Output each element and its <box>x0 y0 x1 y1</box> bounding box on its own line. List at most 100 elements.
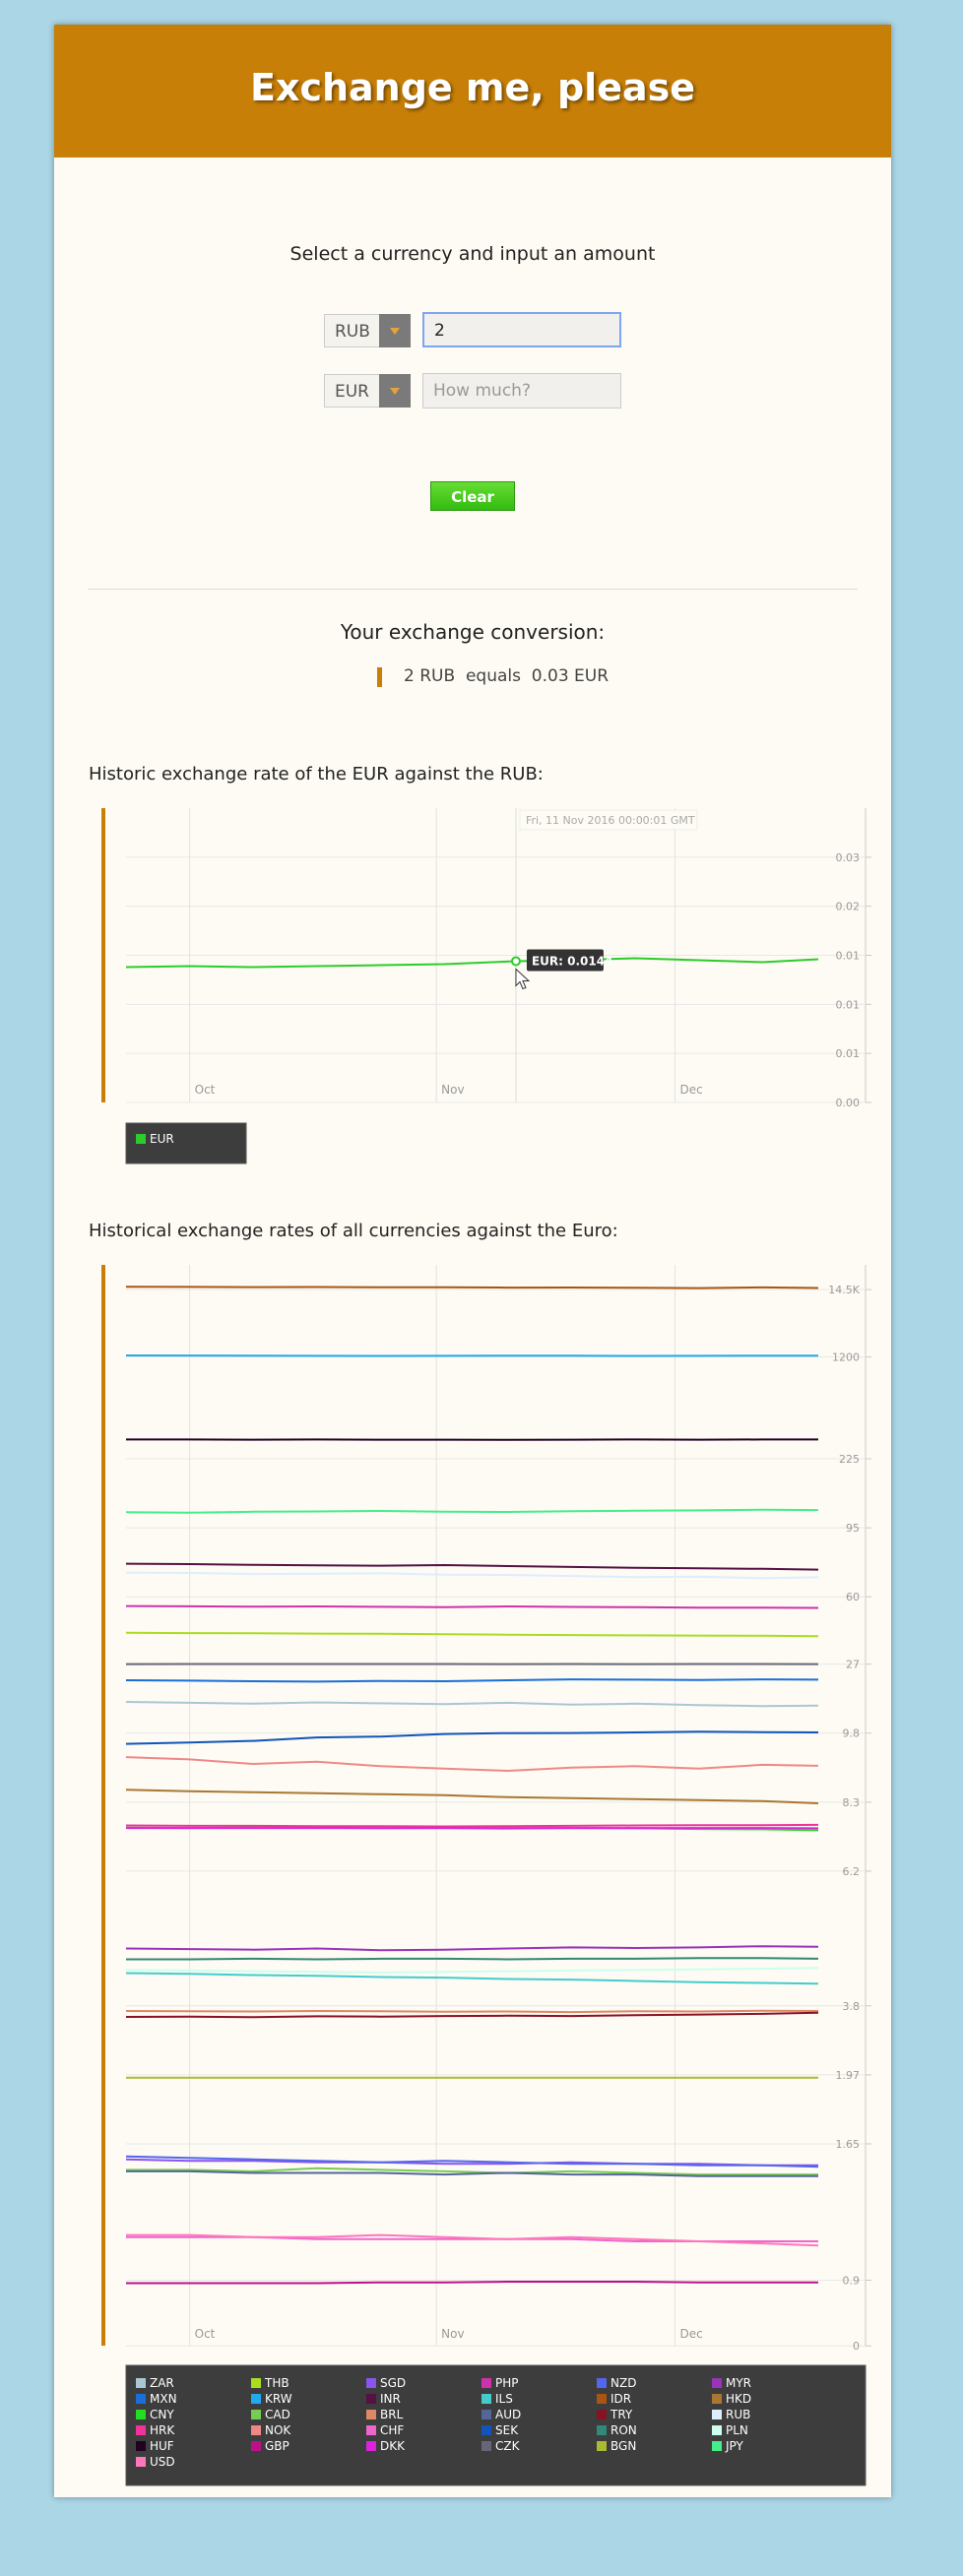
legend-label: GBP <box>265 2439 289 2453</box>
legend-label: HKD <box>726 2392 751 2406</box>
divider <box>88 589 858 590</box>
legend-label: PLN <box>726 2423 748 2437</box>
x-tick-label: Dec <box>680 1083 703 1097</box>
legend-label: HRK <box>150 2423 175 2437</box>
legend-swatch <box>366 2410 376 2419</box>
legend-label: SGD <box>380 2376 406 2390</box>
legend-box <box>125 1122 247 1164</box>
legend-label: NZD <box>610 2376 636 2390</box>
conversion-marker <box>377 667 382 687</box>
legend-label: EUR <box>150 1132 174 1146</box>
legend-label: SEK <box>495 2423 519 2437</box>
y-tick-label: 0.00 <box>836 1097 861 1109</box>
y-tick-label: 6.2 <box>843 1865 861 1878</box>
y-tick-label: 60 <box>846 1591 860 1603</box>
series-line <box>125 2011 819 2019</box>
x-tick-label: Oct <box>195 1083 216 1097</box>
series-line <box>125 1354 818 1357</box>
series-line <box>125 957 819 969</box>
y-tick-label: 225 <box>839 1453 860 1466</box>
series-line <box>125 1823 819 1828</box>
conversion-heading: Your exchange conversion: <box>340 620 606 644</box>
hover-point <box>510 956 521 967</box>
legend-swatch <box>482 2394 491 2404</box>
from-select[interactable]: RUB <box>324 314 381 347</box>
legend-label: BRL <box>380 2408 404 2421</box>
legend-swatch <box>136 2457 146 2467</box>
y-tick-label: 0.03 <box>836 851 861 864</box>
legend-swatch <box>712 2441 722 2451</box>
legend-swatch <box>482 2378 491 2388</box>
app-title: Exchange me, please <box>249 66 695 109</box>
legend-swatch <box>136 2410 146 2419</box>
all-rates-chart: 14.5K 1200 225 95 60 27 9.8 8.3 6.2 3.8 1.97 1.65 0.… <box>101 1265 871 2486</box>
legend-swatch <box>251 2425 261 2435</box>
legend-label: CNY <box>150 2408 174 2421</box>
legend-label: KRW <box>265 2392 292 2406</box>
legend-label: MXN <box>150 2392 177 2406</box>
amount-input[interactable]: 2 <box>422 312 621 347</box>
legend-swatch <box>597 2425 607 2435</box>
legend-swatch <box>366 2425 376 2435</box>
legend-label: AUD <box>495 2408 521 2421</box>
x-tick-label: Nov <box>441 2327 464 2341</box>
series-line <box>125 1967 819 1974</box>
legend-swatch <box>366 2441 376 2451</box>
series-line <box>126 2281 818 2285</box>
y-tick-label: 95 <box>846 1522 860 1535</box>
legend-label: HUF <box>150 2439 174 2453</box>
series-line <box>125 1604 819 1609</box>
y-tick-label: 0.01 <box>836 998 861 1011</box>
series-line <box>125 1678 819 1683</box>
series-line <box>125 1562 819 1571</box>
conversion-equals: equals <box>465 666 521 686</box>
x-tick-label: Oct <box>195 2327 216 2341</box>
series-line <box>126 2169 818 2177</box>
series-line <box>125 2009 819 2014</box>
legend-swatch <box>712 2378 722 2388</box>
series-line <box>126 2233 819 2247</box>
legend-swatch <box>136 2425 146 2435</box>
legend-label: PHP <box>495 2376 519 2390</box>
clear-button[interactable]: Clear <box>430 481 515 511</box>
legend-swatch <box>597 2394 607 2404</box>
legend-label: NOK <box>265 2423 291 2437</box>
legend-swatch <box>366 2378 376 2388</box>
to-dropdown[interactable] <box>379 374 411 408</box>
legend-label: RUB <box>726 2408 750 2421</box>
accent-bar <box>101 808 105 1102</box>
legend-label: ILS <box>495 2392 513 2406</box>
legend-swatch <box>136 1134 146 1144</box>
y-tick-label: 8.3 <box>843 1796 861 1809</box>
chart-title: Historical exchange rates of all currenc… <box>89 1221 618 1241</box>
prompt: Select a currency and input an amount <box>289 243 656 265</box>
y-tick-label: 0.01 <box>836 1047 861 1060</box>
y-tick-label: 0.01 <box>836 950 861 963</box>
legend-label: RON <box>610 2423 637 2437</box>
series-line <box>125 2158 818 2167</box>
series-line <box>125 2155 819 2168</box>
y-tick-label: 27 <box>846 1659 860 1671</box>
legend-swatch <box>597 2410 607 2419</box>
y-tick-label: 1.65 <box>836 2138 861 2151</box>
date-tooltip: Fri, 11 Nov 2016 00:00:01 GMT <box>526 814 695 827</box>
y-tick-label: 1.97 <box>836 2069 861 2082</box>
legend-swatch <box>482 2425 491 2435</box>
legend-box <box>125 2364 867 2486</box>
y-tick-label: 0.9 <box>843 2274 861 2287</box>
to-select[interactable]: EUR <box>324 374 381 408</box>
legend-swatch <box>482 2410 491 2419</box>
y-tick-label: 0 <box>853 2340 860 2353</box>
legend-swatch <box>712 2410 722 2419</box>
from-dropdown[interactable] <box>379 314 411 347</box>
y-tick-label: 9.8 <box>843 1728 861 1740</box>
result-input[interactable]: How much? <box>422 373 621 408</box>
series-line <box>125 1730 819 1745</box>
legend-swatch <box>251 2441 261 2451</box>
legend-label: CZK <box>495 2439 521 2453</box>
conversion-result: 2 RUB equals 0.03 EUR <box>404 666 609 686</box>
y-tick-label: 0.02 <box>836 901 861 913</box>
value-tooltip-box <box>526 949 604 972</box>
legend-label: CHF <box>380 2423 404 2437</box>
legend-swatch <box>136 2441 146 2451</box>
